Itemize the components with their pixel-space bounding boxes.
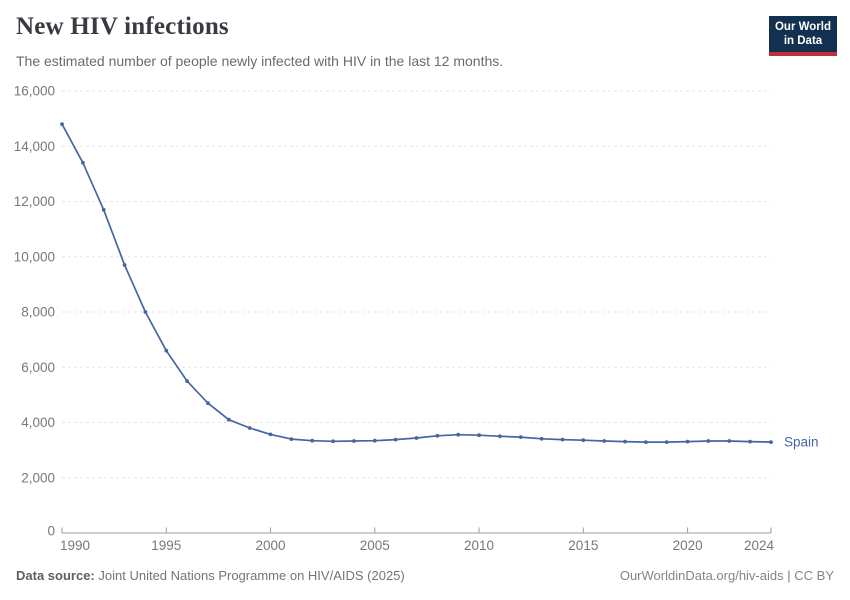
series-line-spain bbox=[61, 123, 772, 443]
owid-logo-line2: in Data bbox=[783, 35, 823, 48]
data-point bbox=[289, 437, 294, 441]
x-tick-label: 2005 bbox=[360, 538, 390, 553]
data-point bbox=[477, 433, 481, 438]
chart-subtitle: The estimated number of people newly inf… bbox=[16, 53, 504, 69]
owid-url-link[interactable]: OurWorldinData.org/hiv-aids bbox=[619, 568, 784, 583]
x-tick-label: 2024 bbox=[744, 538, 775, 553]
data-point bbox=[581, 438, 586, 443]
y-tick-label: 10,000 bbox=[14, 249, 55, 264]
data-point bbox=[456, 432, 461, 437]
data-point bbox=[331, 439, 335, 444]
data-point bbox=[372, 438, 377, 443]
data-point bbox=[623, 439, 627, 444]
x-tick-label: 2010 bbox=[464, 538, 494, 553]
data-point bbox=[706, 439, 711, 443]
y-tick-label: 16,000 bbox=[14, 84, 55, 99]
data-point bbox=[185, 379, 190, 383]
y-tick-label: 2,000 bbox=[21, 470, 55, 485]
x-tick-label: 2015 bbox=[568, 538, 598, 553]
data-point bbox=[352, 439, 356, 443]
data-point bbox=[644, 440, 648, 444]
data-point bbox=[435, 433, 440, 438]
x-tick-label: 2020 bbox=[673, 538, 703, 553]
data-point bbox=[101, 207, 106, 212]
chart-footer: Data source: Joint United Nations Progra… bbox=[16, 568, 834, 583]
entity-label: Spain bbox=[784, 435, 819, 450]
data-point bbox=[226, 417, 231, 422]
y-tick-label: 12,000 bbox=[14, 194, 55, 209]
data-point bbox=[518, 435, 523, 439]
owid-logo-line1: Our World bbox=[774, 21, 831, 33]
data-point bbox=[664, 440, 669, 444]
data-point bbox=[539, 436, 544, 441]
data-source-label: Data source: bbox=[16, 568, 95, 583]
y-tick-label: 0 bbox=[47, 524, 55, 539]
data-point bbox=[310, 438, 315, 443]
data-point bbox=[748, 439, 752, 444]
data-point bbox=[60, 122, 64, 126]
data-point bbox=[206, 401, 210, 406]
data-point bbox=[727, 439, 732, 443]
chart-title: New HIV infections bbox=[16, 13, 229, 40]
data-point bbox=[81, 160, 85, 165]
data-point bbox=[414, 436, 419, 440]
y-tick-label: 8,000 bbox=[21, 305, 55, 320]
license-link[interactable]: CC BY bbox=[794, 568, 834, 583]
x-tick-label: 1990 bbox=[60, 538, 90, 553]
data-point bbox=[498, 434, 502, 439]
data-source: Data source: Joint United Nations Progra… bbox=[16, 568, 405, 583]
data-point bbox=[560, 437, 565, 442]
owid-logo[interactable]: Our World in Data bbox=[769, 16, 837, 56]
data-point bbox=[685, 439, 690, 444]
data-point bbox=[122, 263, 127, 267]
y-tick-label: 14,000 bbox=[14, 139, 55, 154]
data-point bbox=[393, 437, 398, 442]
data-point bbox=[247, 426, 252, 430]
data-source-value: Joint United Nations Programme on HIV/AI… bbox=[98, 568, 405, 583]
footer-divider: | bbox=[787, 568, 791, 583]
footer-credits: OurWorldinData.org/hiv-aids | CC BY bbox=[620, 568, 834, 583]
data-point bbox=[143, 310, 148, 314]
data-point bbox=[164, 348, 169, 353]
data-point bbox=[268, 432, 273, 437]
x-tick-label: 1995 bbox=[151, 538, 181, 553]
data-point bbox=[602, 439, 607, 443]
data-point bbox=[769, 440, 773, 444]
y-tick-label: 6,000 bbox=[21, 360, 55, 375]
y-tick-label: 4,000 bbox=[21, 415, 55, 430]
x-tick-label: 2000 bbox=[256, 538, 286, 553]
